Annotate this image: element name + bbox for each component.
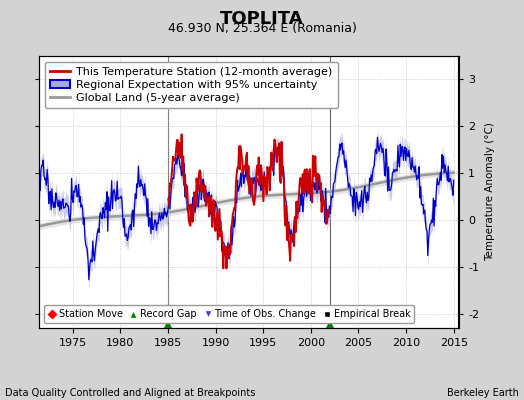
Text: Berkeley Earth: Berkeley Earth [447,388,519,398]
Legend: Station Move, Record Gap, Time of Obs. Change, Empirical Break: Station Move, Record Gap, Time of Obs. C… [44,305,414,323]
Text: 46.930 N, 25.364 E (Romania): 46.930 N, 25.364 E (Romania) [168,22,356,35]
Text: TOPLITA: TOPLITA [220,10,304,28]
Text: Data Quality Controlled and Aligned at Breakpoints: Data Quality Controlled and Aligned at B… [5,388,256,398]
Y-axis label: Temperature Anomaly (°C): Temperature Anomaly (°C) [485,122,495,262]
